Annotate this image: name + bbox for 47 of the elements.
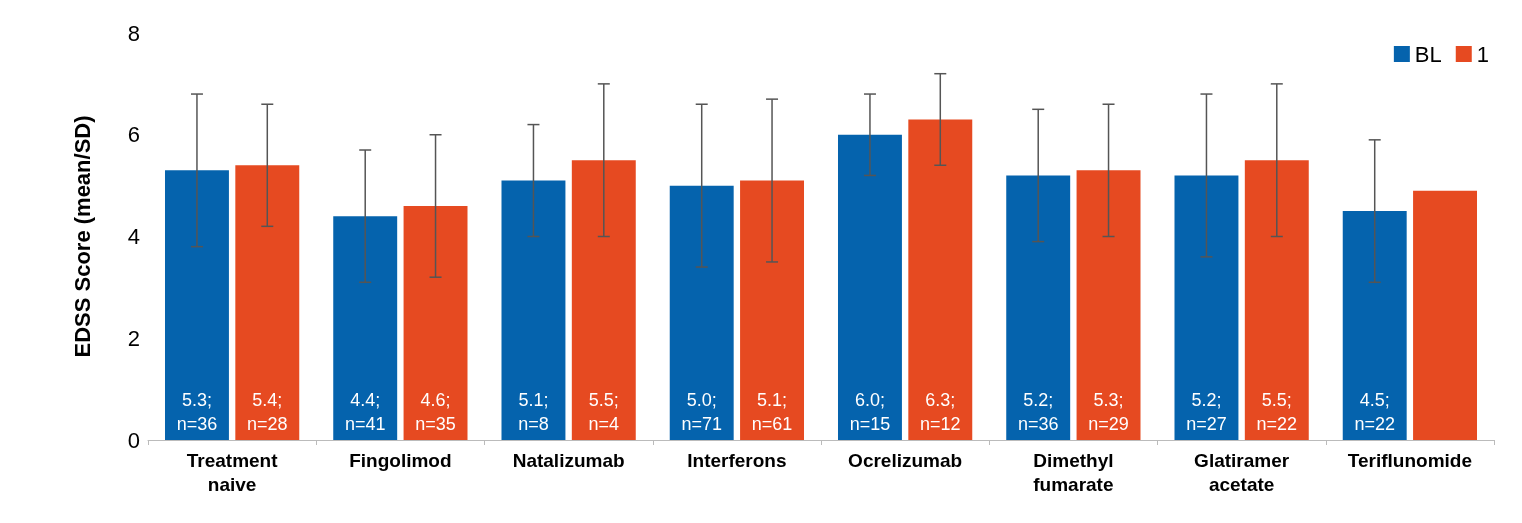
data-label: 5.4; n=28 [247,390,288,434]
x-tick-label: Glatiramer acetate [1194,449,1290,495]
data-label: 5.1; n=8 [518,390,549,434]
bar [1076,170,1141,440]
data-label: 6.0; n=15 [849,390,891,434]
bar [1244,160,1309,440]
x-tick-label: Dimethyl fumarate [1033,449,1114,495]
x-tick-label: Interferons [687,449,787,471]
data-label: 4.5; n=22 [1354,390,1395,434]
data-label: 5.5; n=22 [1256,390,1298,434]
data-label: 5.5; n=4 [588,390,620,434]
bar [669,185,734,440]
legend-label: 1 [1476,41,1490,67]
bar [1006,175,1071,440]
bar [1342,211,1407,440]
x-tick-label: Treatment naive [186,449,279,495]
bar [235,165,300,440]
data-label: 5.0; n=71 [681,390,722,434]
y-tick-label: 6 [127,122,140,148]
y-tick-label: 0 [127,427,140,453]
bar [571,160,636,440]
data-label: 5.3; n=36 [176,390,218,434]
bar [1413,190,1478,440]
data-label: 5.2; n=27 [1186,390,1227,434]
x-tick-label: Natalizumab [512,449,625,471]
bar [403,205,468,440]
y-tick-label: 8 [127,20,140,46]
y-tick-label: 2 [127,325,140,351]
legend-label: BL [1414,41,1442,67]
y-tick-label: 4 [127,224,140,249]
bar [740,180,805,440]
bar [1174,175,1239,440]
data-label: 6.3; n=12 [920,390,961,434]
data-label: 4.6; n=35 [415,390,456,434]
data-label: 5.3; n=29 [1088,390,1129,434]
bar [837,134,902,440]
bar [501,180,566,440]
bar [333,216,398,440]
bar [164,170,229,440]
x-tick-label: Fingolimod [349,449,452,471]
y-axis-title: EDSS Score (mean/SD) [69,115,95,358]
data-label: 4.4; n=41 [344,390,386,434]
data-label: 5.1; n=61 [751,390,793,434]
x-tick-label: Teriflunomide [1347,449,1472,471]
x-tick-label: Ocrelizumab [848,449,963,471]
data-label: 5.2; n=36 [1017,390,1059,434]
bar [908,119,973,440]
